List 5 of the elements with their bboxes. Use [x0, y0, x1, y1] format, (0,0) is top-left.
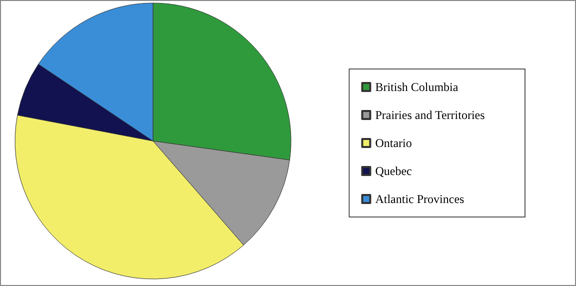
legend-label: Prairies and Territories [375, 108, 486, 122]
legend-label: British Columbia [375, 80, 459, 94]
legend-label: Atlantic Provinces [375, 192, 465, 206]
legend-label: Quebec [375, 164, 412, 178]
legend-label: Ontario [375, 136, 412, 150]
